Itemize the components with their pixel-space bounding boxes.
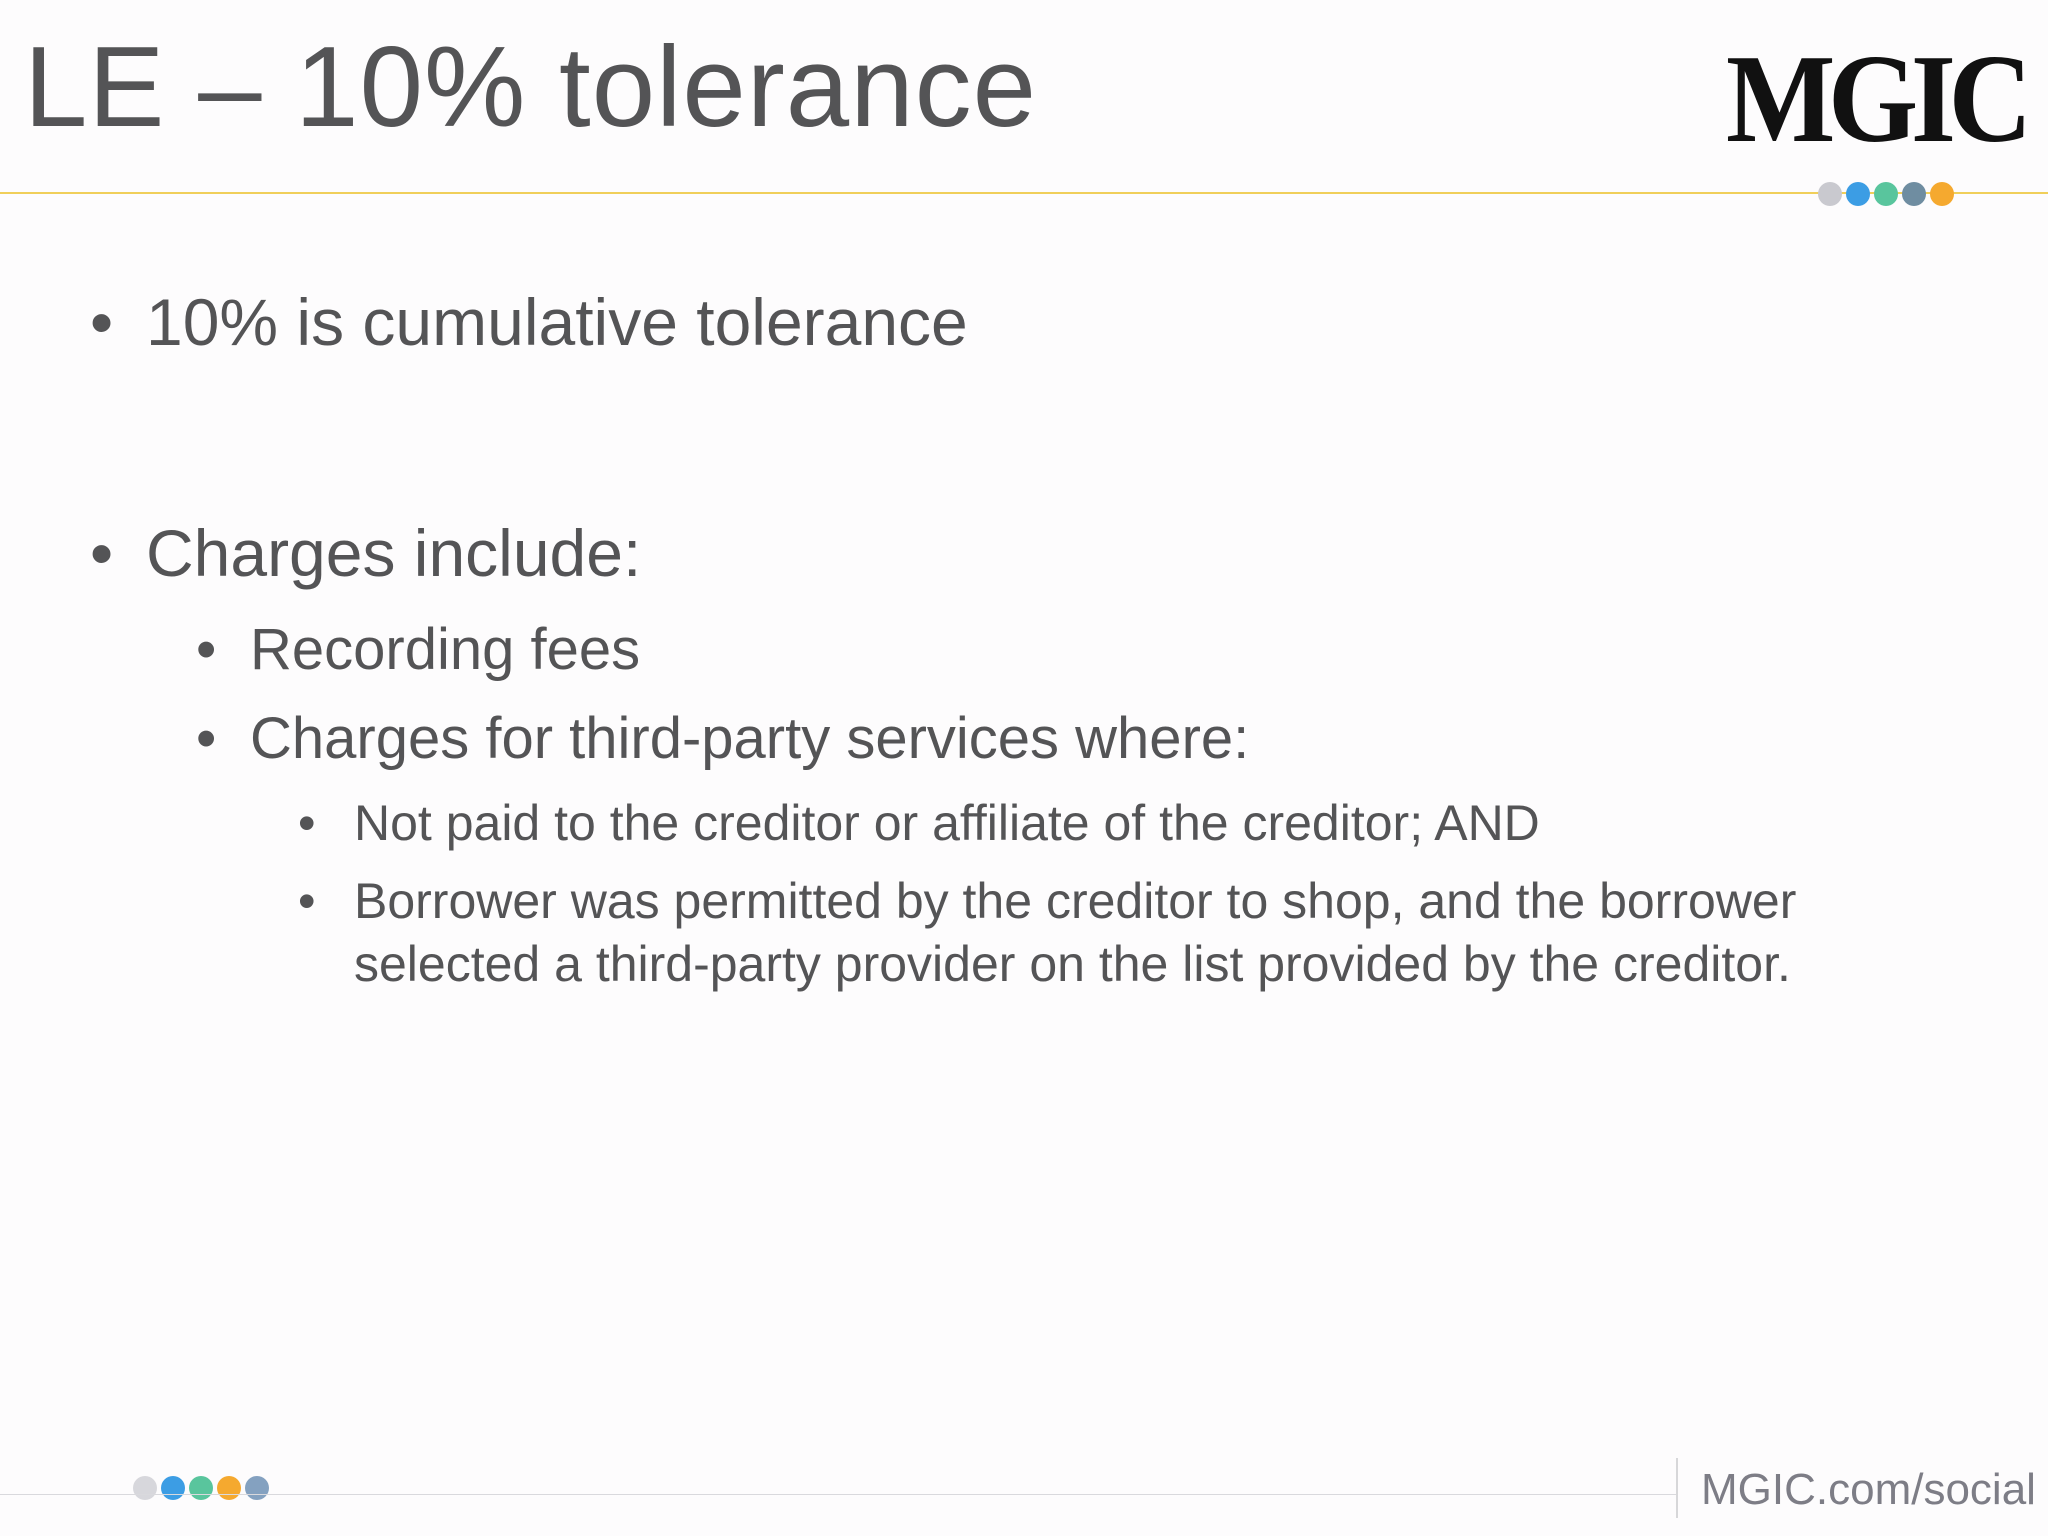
bullet-cumulative-tolerance: • 10% is cumulative tolerance [90,285,968,361]
gray-dot [133,1476,157,1500]
header-dots [1818,182,1954,206]
bullet-marker: • [298,795,316,851]
bullet-text: Borrower was permitted by the creditor t… [354,873,1797,992]
bullet-text: Charges for third-party services where: [250,706,1250,771]
bullet-text: Charges include: [146,516,642,590]
bullet-marker: • [196,617,217,682]
green-dot [1874,182,1898,206]
nested-bullet-not-paid: • Not paid to the creditor or affiliate … [298,792,1540,855]
bullet-marker: • [196,706,217,771]
orange-dot [217,1476,241,1500]
green-dot [189,1476,213,1500]
slate-dot [245,1476,269,1500]
gray-dot [1818,182,1842,206]
bullet-marker: • [90,285,114,359]
header-divider [0,192,2048,194]
bullet-charges-include: • Charges include: [90,516,641,592]
footer-divider-line [0,1494,1676,1495]
bullet-marker: • [298,873,316,929]
bullet-text: Recording fees [250,617,641,682]
footer-social-link[interactable]: MGIC.com/social [1701,1465,2036,1514]
bullet-marker: • [90,516,114,590]
bullet-text: 10% is cumulative tolerance [146,285,968,359]
blue-dot [1846,182,1870,206]
mgic-logo: MGIC [1726,30,2032,169]
blue-dot [161,1476,185,1500]
bullet-text: Not paid to the creditor or affiliate of… [354,795,1540,851]
slide-title: LE – 10% tolerance [24,24,1037,151]
nested-bullet-borrower-shop: • Borrower was permitted by the creditor… [298,870,1898,996]
sub-bullet-third-party-services: • Charges for third-party services where… [196,706,1249,773]
sub-bullet-recording-fees: • Recording fees [196,617,640,684]
slate-dot [1902,182,1926,206]
orange-dot [1930,182,1954,206]
footer-vertical-divider [1676,1458,1678,1518]
footer-dots [133,1476,269,1500]
